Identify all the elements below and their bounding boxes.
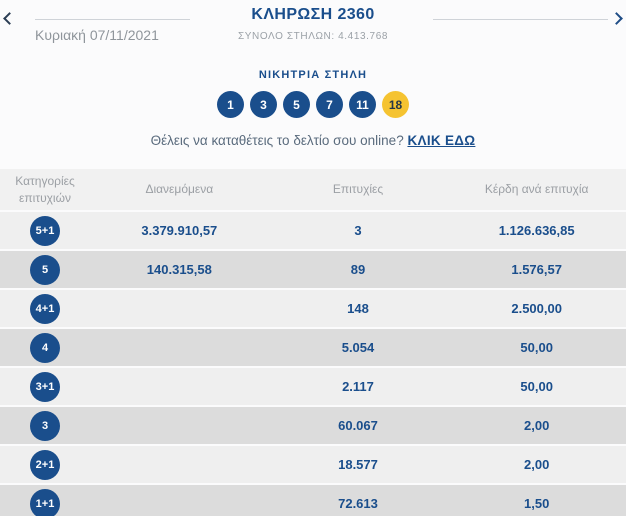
column-header-categories: Κατηγορίες επιτυχιών: [15, 174, 75, 205]
table-row: 2+1 18.577 2,00: [0, 446, 626, 483]
prize-cell: 50,00: [520, 340, 553, 355]
distributed-cell: 3.379.910,57: [141, 223, 218, 238]
category-badge: 4: [30, 332, 60, 363]
number-ball: 7: [316, 91, 343, 118]
prize-cell: 1,50: [524, 496, 550, 511]
winners-cell: 2.117: [342, 379, 374, 394]
winners-cell: 72.613: [338, 496, 378, 511]
draw-title-block: ΚΛΗΡΩΣΗ 2360 ΣΥΝΟΛΟ ΣΤΗΛΩΝ: 4.413.768: [0, 6, 626, 42]
header-divider-right-block: [433, 19, 608, 20]
results-table: Κατηγορίες επιτυχιών Διανεμόμενα Επιτυχί…: [0, 169, 626, 516]
winners-cell: 5.054: [341, 340, 375, 355]
table-header-row: Κατηγορίες επιτυχιών Διανεμόμενα Επιτυχί…: [0, 169, 626, 210]
prize-cell: 2,00: [524, 457, 550, 472]
cta-text: Θέλεις να καταθέτεις το δελτίο σου onlin…: [150, 133, 404, 148]
category-badge: 2+1: [30, 449, 60, 480]
column-header-winners: Επιτυχίες: [332, 182, 384, 197]
number-ball: 11: [349, 91, 376, 118]
play-online-cta: Θέλεις να καταθέτεις το δελτίο σου onlin…: [0, 133, 626, 148]
number-ball: 1: [217, 91, 244, 118]
column-header-distributed: Διανεμόμενα: [145, 182, 214, 197]
winners-cell: 3: [354, 223, 362, 238]
winning-column-label: ΝΙΚΗΤΡΙΑ ΣΤΗΛΗ: [258, 69, 368, 81]
header-divider-left: [35, 19, 190, 20]
prize-cell: 1.126.636,85: [498, 223, 575, 238]
prize-cell: 1.576,57: [511, 262, 562, 277]
category-badge: 4+1: [30, 293, 60, 324]
cta-link[interactable]: ΚΛΙΚ ΕΔΩ: [407, 133, 476, 148]
table-row: 5+1 3.379.910,57 3 1.126.636,85: [0, 212, 626, 249]
table-row: 3 60.067 2,00: [0, 407, 626, 444]
table-row: 4+1 148 2.500,00: [0, 290, 626, 327]
winners-cell: 89: [350, 262, 366, 277]
joker-number-ball: 18: [382, 91, 409, 118]
column-header-prize: Κέρδη ανά επιτυχία: [484, 182, 589, 197]
category-badge: 1+1: [30, 488, 60, 516]
draw-header: Κυριακή 07/11/2021 ΚΛΗΡΩΣΗ 2360 ΣΥΝΟΛΟ Σ…: [0, 0, 626, 50]
total-columns-label: ΣΥΝΟΛΟ ΣΤΗΛΩΝ: 4.413.768: [237, 31, 389, 42]
header-divider-right: [433, 19, 608, 20]
number-ball: 5: [283, 91, 310, 118]
winners-cell: 148: [347, 301, 369, 316]
table-row: 1+1 72.613 1,50: [0, 485, 626, 516]
table-row: 5 140.315,58 89 1.576,57: [0, 251, 626, 288]
category-badge: 3+1: [30, 371, 60, 402]
category-badge: 3: [30, 410, 60, 441]
table-body: 5+1 3.379.910,57 3 1.126.636,85 5 140.31…: [0, 212, 626, 516]
table-row: 4 5.054 50,00: [0, 329, 626, 366]
draw-date: Κυριακή 07/11/2021: [35, 27, 159, 43]
prize-cell: 50,00: [520, 379, 553, 394]
winning-column-section: ΝΙΚΗΤΡΙΑ ΣΤΗΛΗ 1 3 5 7 11 18: [0, 69, 626, 118]
table-row: 3+1 2.117 50,00: [0, 368, 626, 405]
number-ball: 3: [250, 91, 277, 118]
winning-numbers: 1 3 5 7 11 18: [0, 91, 626, 118]
category-badge: 5: [30, 254, 60, 285]
draw-title: ΚΛΗΡΩΣΗ 2360: [251, 6, 375, 23]
distributed-cell: 140.315,58: [146, 262, 212, 277]
prize-cell: 2,00: [524, 418, 550, 433]
winners-cell: 60.067: [338, 418, 378, 433]
category-badge: 5+1: [30, 215, 60, 246]
draw-date-block: Κυριακή 07/11/2021: [35, 19, 190, 43]
prize-cell: 2.500,00: [511, 301, 562, 316]
winners-cell: 18.577: [338, 457, 378, 472]
